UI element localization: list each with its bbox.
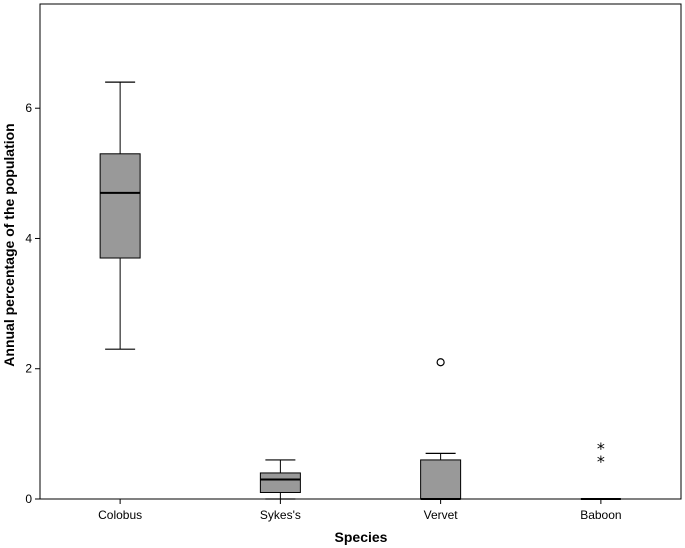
y-tick-label: 4 — [25, 231, 32, 245]
y-tick-label: 2 — [25, 362, 32, 376]
x-tick-label: Baboon — [580, 508, 621, 522]
x-axis: Colobus Sykes's Vervet Baboon — [98, 499, 622, 522]
x-tick-label: Sykes's — [260, 508, 301, 522]
y-axis: 0 2 4 6 — [25, 101, 40, 506]
box-group — [259, 459, 301, 500]
box-group — [99, 81, 141, 350]
x-tick-label: Colobus — [98, 508, 142, 522]
box-iqr — [420, 459, 462, 500]
boxes-layer: ** — [99, 81, 621, 500]
plot-frame — [39, 3, 682, 500]
y-axis-title: Annual percentage of the population — [1, 123, 17, 366]
y-tick-label: 0 — [25, 492, 32, 506]
x-axis-title: Species — [335, 529, 388, 545]
extreme-star: * — [597, 439, 605, 458]
box-group: ** — [580, 439, 621, 500]
x-tick-label: Vervet — [424, 508, 459, 522]
box-group — [420, 358, 462, 500]
outlier-circle — [436, 358, 445, 367]
y-tick-label: 6 — [25, 101, 32, 115]
box-iqr — [99, 153, 141, 259]
extreme-star: * — [597, 452, 605, 471]
box-iqr — [259, 472, 301, 493]
